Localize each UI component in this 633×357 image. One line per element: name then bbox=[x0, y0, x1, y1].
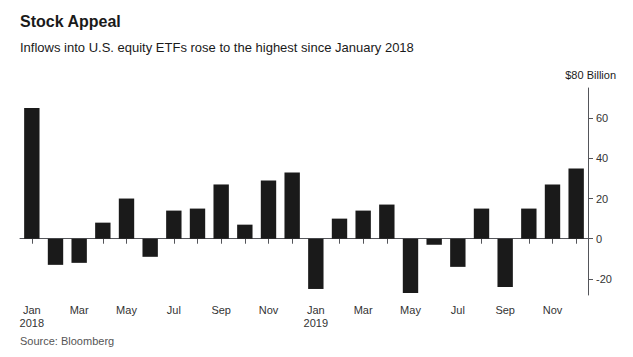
svg-text:20: 20 bbox=[596, 193, 608, 205]
svg-text:Mar: Mar bbox=[354, 304, 373, 316]
svg-text:Mar: Mar bbox=[70, 304, 89, 316]
svg-text:60: 60 bbox=[596, 112, 608, 124]
svg-text:Inflows into U.S. equity ETFs: Inflows into U.S. equity ETFs rose to th… bbox=[20, 40, 414, 55]
svg-text:Sep: Sep bbox=[495, 304, 515, 316]
svg-text:May: May bbox=[400, 304, 421, 316]
svg-text:2018: 2018 bbox=[20, 317, 44, 329]
svg-text:Jan: Jan bbox=[23, 304, 41, 316]
svg-text:Stock Appeal: Stock Appeal bbox=[20, 13, 121, 30]
svg-text:Jul: Jul bbox=[451, 304, 465, 316]
svg-text:Sep: Sep bbox=[211, 304, 231, 316]
svg-text:2019: 2019 bbox=[304, 317, 328, 329]
svg-text:40: 40 bbox=[596, 152, 608, 164]
svg-text:-20: -20 bbox=[596, 273, 612, 285]
svg-text:Jan: Jan bbox=[307, 304, 325, 316]
svg-text:May: May bbox=[116, 304, 137, 316]
svg-text:Source: Bloomberg: Source: Bloomberg bbox=[20, 335, 114, 347]
svg-text:Jul: Jul bbox=[167, 304, 181, 316]
svg-text:$80 Billion: $80 Billion bbox=[565, 69, 616, 81]
svg-text:Nov: Nov bbox=[259, 304, 279, 316]
svg-text:0: 0 bbox=[596, 233, 602, 245]
svg-text:Nov: Nov bbox=[543, 304, 563, 316]
